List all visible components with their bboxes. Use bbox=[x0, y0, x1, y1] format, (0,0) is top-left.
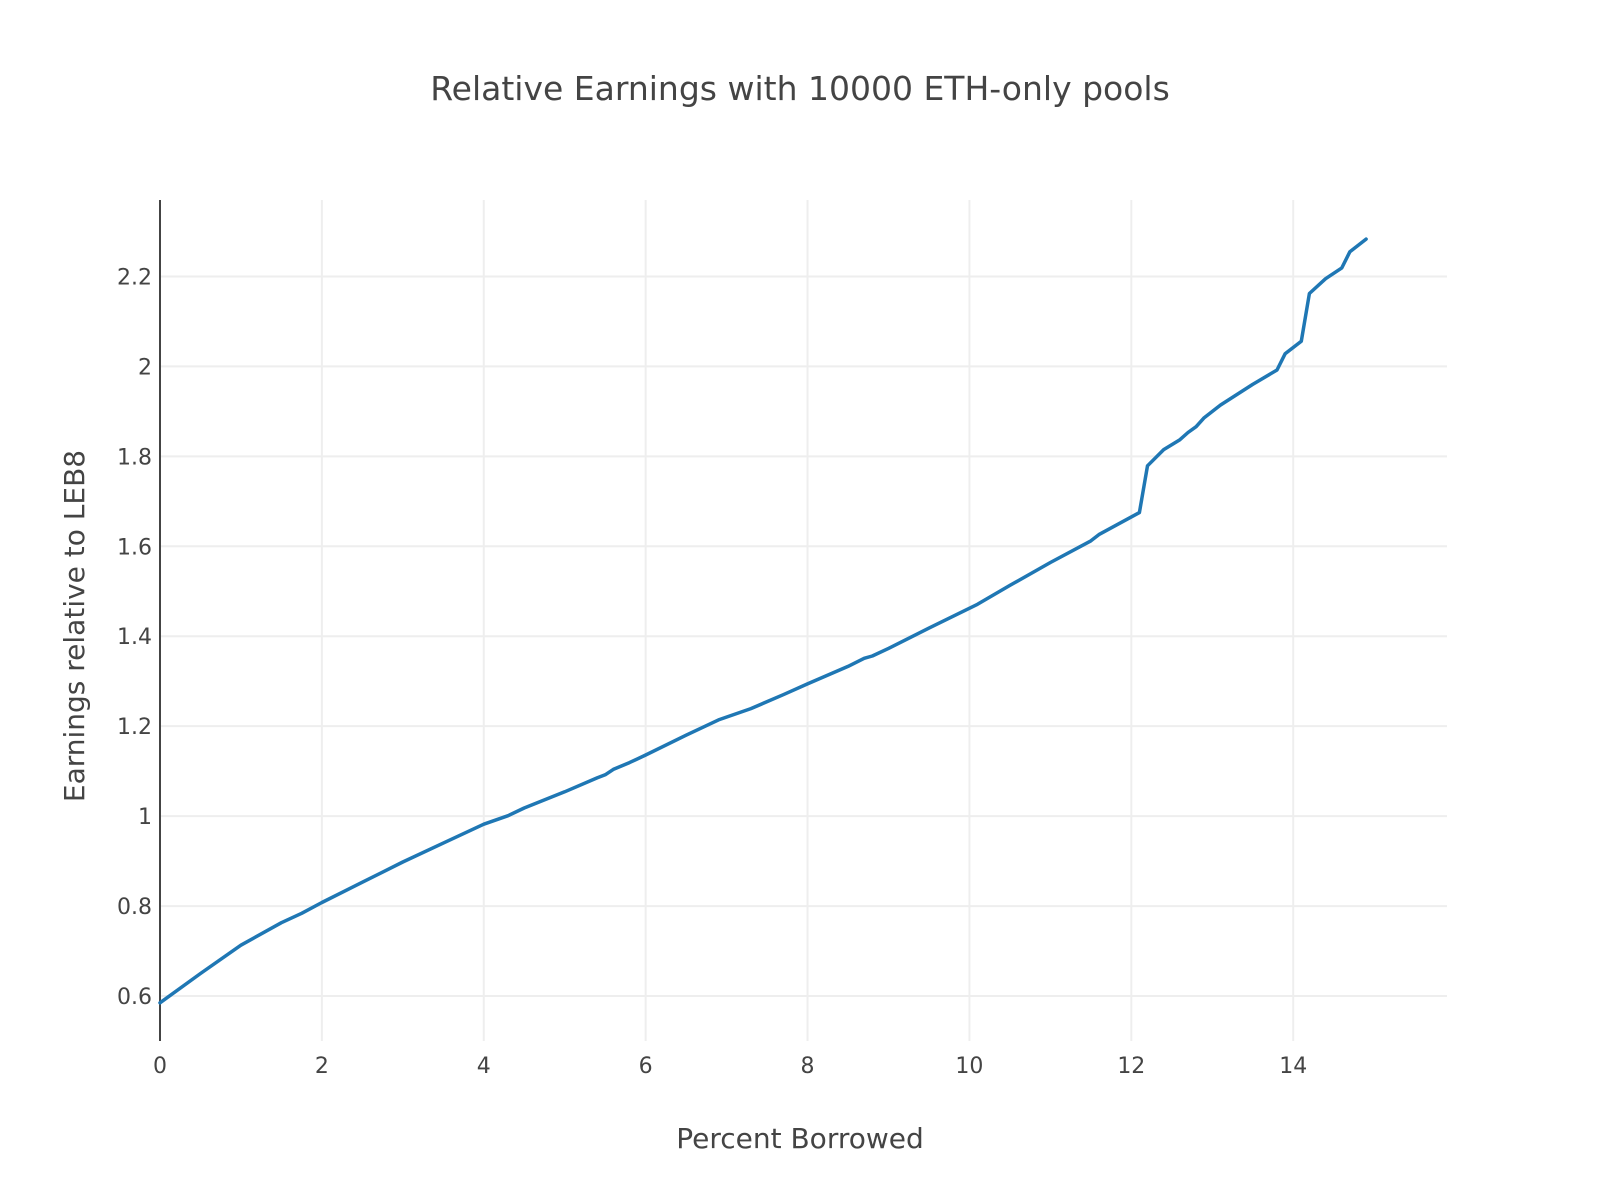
y-tick-label: 1.6 bbox=[117, 535, 152, 560]
y-tick-label: 0.6 bbox=[117, 985, 152, 1010]
y-tick-label: 1 bbox=[138, 805, 152, 830]
grid bbox=[160, 200, 1447, 1041]
y-tick-label: 0.8 bbox=[117, 895, 152, 920]
x-tick-label: 12 bbox=[1117, 1054, 1145, 1079]
y-tick-label: 1.4 bbox=[117, 625, 152, 650]
y-tick-label: 2 bbox=[138, 355, 152, 380]
x-tick-label: 4 bbox=[477, 1054, 491, 1079]
y-tick-label: 1.2 bbox=[117, 715, 152, 740]
x-tick-label: 6 bbox=[639, 1054, 653, 1079]
chart-title: Relative Earnings with 10000 ETH-only po… bbox=[430, 69, 1170, 108]
x-tick-label: 14 bbox=[1279, 1054, 1307, 1079]
tick-labels: 0 2 4 6 8 10 12 14 0.6 0.8 1 1.2 1.4 1.6 1.8 2 2.2 bbox=[117, 265, 1307, 1079]
y-tick-label: 2.2 bbox=[117, 265, 152, 290]
x-tick-label: 0 bbox=[153, 1054, 167, 1079]
series-line bbox=[158, 237, 1368, 1005]
y-tick-label: 1.8 bbox=[117, 445, 152, 470]
series-group bbox=[158, 237, 1368, 1005]
x-tick-label: 2 bbox=[315, 1054, 329, 1079]
x-tick-label: 8 bbox=[801, 1054, 815, 1079]
y-axis-title: Earnings relative to LEB8 bbox=[58, 450, 91, 802]
x-axis-title: Percent Borrowed bbox=[676, 1122, 924, 1155]
x-tick-label: 10 bbox=[955, 1054, 983, 1079]
